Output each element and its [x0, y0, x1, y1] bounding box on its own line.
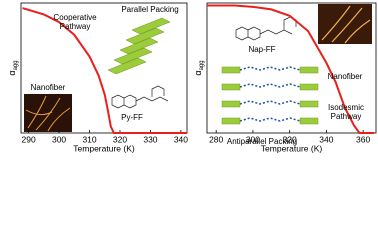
y-axis-label: αagg — [193, 60, 204, 75]
x-axis-label: Temperature (K) — [73, 143, 135, 153]
x-tick-label: 320 — [283, 134, 297, 144]
molecule-py-ff — [111, 85, 169, 109]
annotation: Isodesmic — [328, 103, 364, 112]
y-axis-subscript: agg — [199, 60, 205, 70]
x-tick-label: 330 — [143, 134, 157, 144]
x-tick-label: 290 — [22, 134, 36, 144]
x-tick-label: 310 — [82, 134, 96, 144]
y-axis-subscript: agg — [13, 60, 19, 70]
y-axis-symbol: α — [193, 70, 203, 75]
x-tick-label: 300 — [246, 134, 260, 144]
annotation: Nanofiber — [328, 72, 363, 81]
x-tick-label: 360 — [356, 134, 370, 144]
x-tick-label: 340 — [319, 134, 333, 144]
annotation: Py-FF — [121, 113, 143, 122]
annotation: Antiparallel Packing — [227, 137, 297, 146]
y-axis-symbol: α — [7, 70, 17, 75]
annotation: Pathway — [60, 22, 91, 31]
x-tick-label: 280 — [209, 134, 223, 144]
nanofiber-image — [24, 94, 72, 132]
x-tick-label: 300 — [52, 134, 66, 144]
plot-frame — [20, 2, 188, 134]
nanofiber-image — [318, 4, 372, 44]
x-axis-label: Temperature (K) — [261, 143, 323, 153]
page: {"chart_data":[ {"type":"line","x":[288,… — [7, 2, 377, 154]
annotation: Parallel Packing — [121, 5, 178, 14]
annotation: Cooperative — [53, 13, 97, 22]
data-line — [22, 7, 187, 134]
annotation: Nanofiber — [31, 83, 66, 92]
parallel-blocks — [107, 17, 171, 75]
molecule-nap-ff — [235, 16, 297, 41]
x-tick-label: 320 — [113, 134, 127, 144]
y-axis-label: αagg — [7, 60, 18, 75]
x-tick-label: 340 — [174, 134, 188, 144]
data-line — [207, 4, 375, 134]
annotation: Nap-FF — [248, 45, 275, 54]
annotation: Pathway — [331, 112, 362, 121]
plot-frame — [206, 2, 377, 134]
antiparallel-blocks — [221, 66, 319, 125]
